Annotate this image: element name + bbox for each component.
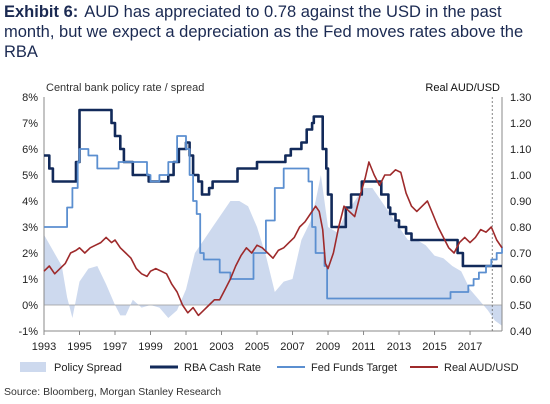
x-tick-label: 2009 xyxy=(316,341,340,353)
x-tick-label: 1999 xyxy=(138,341,162,353)
right-tick-label: 0.90 xyxy=(510,196,531,208)
title-text: AUD has appreciated to 0.78 against the … xyxy=(4,3,524,61)
source-note: Source: Bloomberg, Morgan Stanley Resear… xyxy=(4,386,222,398)
left-axis-title: Central bank policy rate / spread xyxy=(46,82,204,94)
x-tick-label: 2007 xyxy=(280,341,304,353)
fed-funds-target-line xyxy=(44,135,503,300)
x-tick-label: 2015 xyxy=(422,341,446,353)
x-tick-label: 2001 xyxy=(174,341,198,353)
right-tick-label: 1.10 xyxy=(510,144,531,156)
exhibit-label: Exhibit 6: xyxy=(4,3,79,21)
left-tick-label: 3% xyxy=(22,222,38,234)
x-tick-label: 2013 xyxy=(387,341,411,353)
rba-cash-rate-line xyxy=(44,108,502,268)
left-tick-label: 4% xyxy=(22,196,38,208)
right-tick-label: 1.00 xyxy=(510,170,531,182)
right-tick-label: 1.30 xyxy=(510,92,531,104)
chart: Central bank policy rate / spread Real AU… xyxy=(18,82,531,374)
right-tick-label: 0.80 xyxy=(510,222,531,234)
right-tick-label: 0.60 xyxy=(510,274,531,286)
left-tick-label: 2% xyxy=(22,248,38,260)
left-tick-label: 0% xyxy=(22,300,38,312)
right-tick-label: 0.70 xyxy=(510,248,531,260)
real-aud-usd-line xyxy=(43,161,503,317)
x-tick-label: 2003 xyxy=(209,341,233,353)
right-tick-label: 1.20 xyxy=(510,118,531,130)
right-tick-label: 0.40 xyxy=(510,326,531,338)
left-tick-label: 7% xyxy=(22,118,38,130)
legend-policy-spread-label: Policy Spread xyxy=(54,362,122,374)
left-tick-label: 8% xyxy=(22,92,38,104)
right-tick-label: 0.50 xyxy=(510,300,531,312)
left-tick-label: -1% xyxy=(18,326,38,338)
right-axis-title: Real AUD/USD xyxy=(425,82,500,94)
legend-rba-cash-rate-label: RBA Cash Rate xyxy=(184,362,261,374)
left-tick-label: 5% xyxy=(22,170,38,182)
policy-spread-area xyxy=(44,175,502,326)
x-tick-label: 1995 xyxy=(67,341,91,353)
x-tick-label: 2011 xyxy=(352,341,376,353)
legend-policy-spread-swatch xyxy=(20,362,46,372)
x-tick-label: 1993 xyxy=(32,341,56,353)
left-tick-label: 1% xyxy=(22,274,38,286)
legend-real-aud-usd-label: Real AUD/USD xyxy=(444,362,519,374)
chart-title: Exhibit 6: AUD has appreciated to 0.78 ag… xyxy=(4,2,546,62)
left-tick-label: 6% xyxy=(22,144,38,156)
x-tick-label: 1997 xyxy=(103,341,127,353)
legend-fed-funds-target-label: Fed Funds Target xyxy=(311,362,397,374)
x-tick-label: 2017 xyxy=(458,341,482,353)
x-tick-label: 2005 xyxy=(245,341,269,353)
